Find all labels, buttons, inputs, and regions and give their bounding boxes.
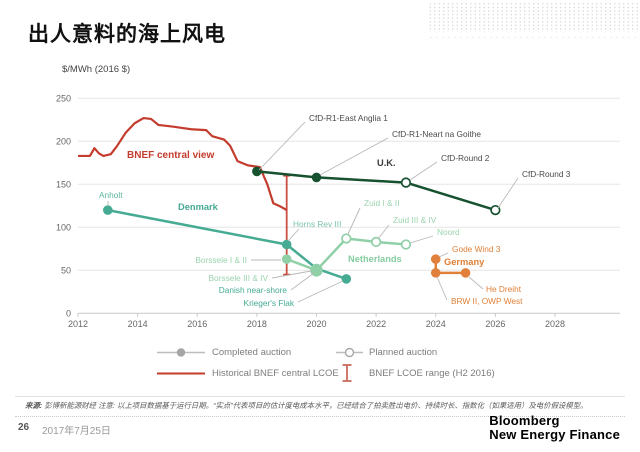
annotation-borssele-i-ii: Borssele I & II: [195, 255, 247, 265]
x-tick-label-2016: 2016: [187, 319, 207, 329]
page-number: 26: [18, 422, 30, 433]
page-title: 出人意料的海上风电: [28, 23, 226, 46]
legend-item-completed-auction: Completed auction: [156, 346, 291, 359]
y-axis-title: $/MWh (2016 $): [62, 64, 131, 75]
data-point-borssele-i-ii: [281, 254, 292, 264]
x-tick-label-2026: 2026: [485, 319, 505, 329]
callout-line: [297, 280, 344, 303]
annotation-anholt: Anholt: [99, 190, 123, 200]
annotation-cfd-round-3: CfD-Round 3: [522, 169, 571, 179]
legend-item-planned-auction: Planned auction: [336, 346, 437, 359]
callout-line: [347, 207, 361, 235]
callout-line: [377, 224, 390, 240]
data-point-brw-ii-owp-west: [430, 268, 441, 278]
x-tick-label-2022: 2022: [366, 319, 386, 329]
annotation-denmark: Denmark: [178, 202, 219, 212]
x-tick-label-2018: 2018: [247, 319, 267, 329]
annotation-he-dreiht: He Dreiht: [486, 284, 522, 294]
historical-lcoe-line-swatch: [157, 372, 205, 375]
brand-line-1: Bloomberg: [489, 413, 560, 428]
data-point-cfd-round-3: [490, 204, 501, 216]
callout-line: [271, 270, 312, 279]
x-tick-label-2012: 2012: [68, 319, 88, 329]
callout-line: [409, 235, 434, 244]
annotation-danish-near-shore: Danish near-shore: [219, 285, 288, 295]
halftone-watermark-row: [428, 36, 640, 39]
annotation-zuid-i-ii: Zuid I & II: [364, 198, 400, 208]
annotation-germany: Germany: [444, 257, 485, 267]
footer-divider: [15, 396, 625, 397]
callout-line: [409, 161, 438, 181]
data-point-cfd-r1-east-anglia-1: [252, 166, 262, 177]
data-point-zuid-i-ii: [341, 233, 352, 244]
data-point-gode-wind-3: [430, 254, 441, 264]
data-point-cfd-round-2: [400, 177, 412, 188]
bloomberg-logo: Bloomberg New Energy Finance: [489, 413, 620, 443]
data-point-krieger-s-flak: [341, 274, 352, 284]
brand-line-2: New Energy Finance: [489, 427, 620, 443]
series-line-uk: [256, 170, 496, 212]
x-tick-label-2024: 2024: [426, 319, 446, 329]
annotation-zuid-iii-iv: Zuid III & IV: [393, 215, 437, 225]
y-tick-label-200: 200: [56, 136, 71, 146]
legend-item-lcoe-range: BNEF LCOE range (H2 2016): [336, 362, 495, 384]
callout-line: [258, 121, 306, 171]
annotation-horns-rev-iii: Horns Rev III: [293, 219, 341, 229]
legend-item-historical-lcoe: Historical BNEF central LCOE: [156, 367, 339, 380]
annotation-brw-ii-owp-west: BRW II, OWP West: [451, 296, 523, 306]
y-tick-label-0: 0: [66, 308, 71, 318]
callout-line: [319, 137, 389, 176]
y-tick-label-100: 100: [56, 222, 71, 232]
series-line-denmark: [107, 208, 347, 281]
legend-label-range: BNEF LCOE range (H2 2016): [369, 367, 495, 379]
legend-label-planned: Planned auction: [369, 347, 438, 358]
y-tick-label-250: 250: [56, 93, 71, 103]
halftone-watermark: [428, 2, 640, 32]
data-point-he-dreiht: [460, 268, 471, 278]
page-date: 2017年7月25日: [42, 426, 111, 437]
callout-line: [497, 177, 519, 209]
data-point-anholt: [103, 205, 113, 215]
dotted-divider: [15, 416, 625, 417]
y-tick-label-150: 150: [56, 179, 71, 189]
completed-auction-marker: [157, 348, 205, 357]
callout-line: [438, 252, 449, 258]
data-point-zuid-iii-iv: [370, 236, 382, 248]
source-note: 来源: 彭博新能源财经 注意: 以上项目数据基于运行日期。“实点”代表项目的估计…: [25, 401, 623, 411]
annotation-krieger-s-flak: Krieger's Flak: [244, 298, 295, 308]
callout-line: [290, 272, 315, 291]
annotation-netherlands: Netherlands: [348, 254, 402, 264]
lcoe-chart: 2012 2014 2016 2018 2020 2022 2024 2026 2028 0 50 1…: [56, 93, 620, 329]
annotation-cfd-r1-east-anglia-1: CfD-R1-East Anglia 1: [309, 113, 388, 123]
annotation-bnef-central-view: BNEF central view: [127, 150, 214, 161]
annotation-noord: Noord: [437, 227, 460, 237]
legend-label-completed: Completed auction: [212, 347, 292, 358]
legend-label-historical: Historical BNEF central LCOE: [212, 368, 339, 379]
lcoe-range-ibeam-swatch: [342, 364, 352, 382]
data-point-cfd-r1-neart-na-goithe: [311, 172, 322, 183]
data-point-noord: [400, 239, 412, 250]
data-point-horns-rev-iii: [281, 239, 292, 250]
annotation-u-k-: U.K.: [377, 158, 396, 168]
annotation-gode-wind-3: Gode Wind 3: [452, 244, 501, 254]
callout-line: [436, 276, 448, 301]
callout-line: [287, 228, 300, 242]
callout-line: [468, 276, 484, 290]
bnef-central-lcoe-line: [78, 116, 288, 212]
source-label: 来源:: [25, 401, 43, 410]
annotation-cfd-r1-neart-na-goithe: CfD-R1-Neart na Goithe: [392, 129, 481, 139]
x-tick-label-2028: 2028: [545, 319, 565, 329]
x-tick-label-2020: 2020: [306, 319, 326, 329]
x-tick-label-2014: 2014: [128, 319, 148, 329]
planned-auction-marker: [336, 347, 363, 358]
annotation-borssele-iii-iv: Borssele III & IV: [209, 273, 269, 283]
annotation-cfd-round-2: CfD-Round 2: [441, 153, 490, 163]
y-tick-label-50: 50: [61, 265, 71, 275]
source-text: 彭博新能源财经 注意: 以上项目数据基于运行日期。“实点”代表项目的估计度电成本…: [44, 401, 588, 410]
